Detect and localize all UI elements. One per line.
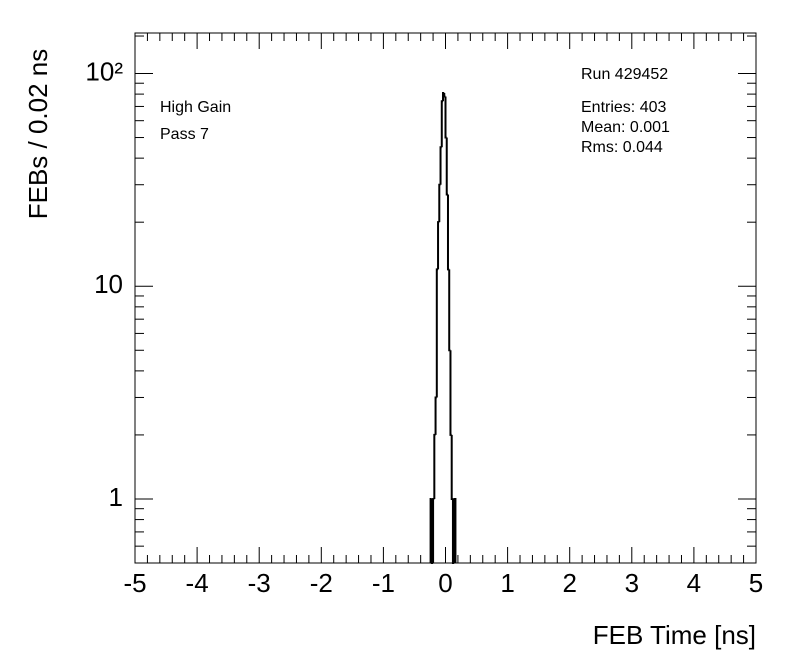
x-tick-label: 4: [687, 568, 701, 598]
y-tick-label: 10²: [85, 56, 123, 86]
x-tick-label: -3: [248, 568, 271, 598]
histogram-bin: [439, 146, 442, 185]
histogram-bin: [443, 92, 446, 98]
x-tick-label: 0: [438, 568, 452, 598]
histogram-bin: [435, 268, 439, 398]
x-tick-label: -4: [186, 568, 209, 598]
x-axis-label: FEB Time [ns]: [593, 620, 756, 650]
histogram-bin: [437, 221, 440, 270]
x-tick-label: -2: [310, 568, 333, 598]
x-tick-label: 3: [625, 568, 639, 598]
histogram-bin: [434, 396, 437, 435]
stats-text: Mean: 0.001: [581, 119, 670, 136]
histogram-bin: [438, 183, 441, 223]
histogram-bin: [433, 433, 436, 499]
histogram-bin: [448, 269, 451, 352]
annotation: High Gain: [160, 99, 231, 116]
histogram-bin: [450, 434, 453, 500]
histogram-bin: [449, 350, 452, 436]
histogram-bin: [440, 100, 444, 148]
x-tick-label: 5: [749, 568, 763, 598]
stats-text: Run 429452: [581, 66, 668, 83]
y-tick-label: 1: [109, 482, 123, 512]
stats-text: Rms: 0.044: [581, 139, 663, 156]
y-axis-label: FEBs / 0.02 ns: [23, 49, 53, 220]
histogram-bin: [429, 497, 432, 563]
histogram-bin: [446, 194, 450, 271]
x-tick-label: 2: [562, 568, 576, 598]
y-tick-label: 10: [94, 269, 123, 299]
histogram-bin: [444, 96, 447, 139]
x-tick-label: 1: [500, 568, 514, 598]
histogram-bin: [453, 497, 457, 563]
x-tick-label: -1: [372, 568, 395, 598]
histogram-bin: [445, 137, 448, 196]
histogram-bin: [432, 497, 435, 563]
annotation: Pass 7: [160, 126, 209, 143]
x-tick-label: -5: [123, 568, 146, 598]
stats-text: Entries: 403: [581, 99, 666, 116]
